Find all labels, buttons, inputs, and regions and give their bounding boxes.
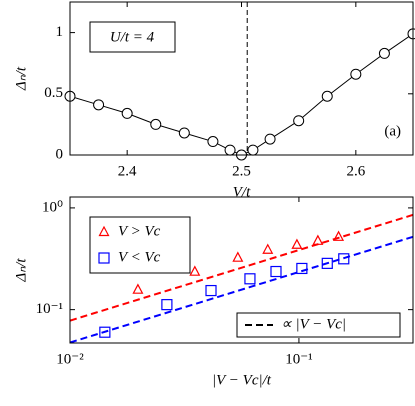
legend-label: ∝ |V − Vc| xyxy=(281,316,346,332)
annotation-box xyxy=(89,21,176,53)
panel-label: (a) xyxy=(384,123,401,139)
point xyxy=(232,251,244,262)
point xyxy=(150,118,162,130)
y-tick-label: 10⁰ xyxy=(42,199,63,215)
point xyxy=(296,262,308,275)
legend-box xyxy=(236,312,401,338)
plot-frame xyxy=(69,1,414,156)
fit-line xyxy=(70,235,413,343)
point xyxy=(321,90,333,102)
point xyxy=(207,136,219,148)
point xyxy=(224,144,236,156)
legend-label: V > Vc xyxy=(118,223,161,239)
point xyxy=(132,283,144,294)
legend-marker xyxy=(98,252,110,264)
y-axis-label: Δₙ/t xyxy=(13,66,29,91)
x-tick-label: 10⁻² xyxy=(56,351,84,367)
point xyxy=(293,115,305,127)
point xyxy=(312,234,324,245)
x-axis-label: |V − Vc|/t xyxy=(212,372,272,388)
point xyxy=(407,28,415,40)
point xyxy=(378,47,390,59)
annotation: U/t = 4 xyxy=(110,29,155,45)
y-tick-label: 1 xyxy=(56,24,64,40)
point xyxy=(161,299,173,311)
point xyxy=(262,243,274,254)
point xyxy=(244,273,256,285)
y-axis-label: Δₙ/t xyxy=(13,258,29,283)
series-line xyxy=(70,33,413,155)
point xyxy=(205,284,217,297)
x-tick-label: 2.5 xyxy=(232,163,251,179)
y-tick-label: 0.5 xyxy=(44,85,63,101)
point xyxy=(247,144,259,156)
point xyxy=(350,68,362,80)
x-axis-label: V/t xyxy=(233,184,251,200)
x-tick-label: 2.4 xyxy=(118,163,137,179)
fit-line xyxy=(70,213,413,322)
y-tick-label: 10⁻¹ xyxy=(36,301,63,317)
legend-marker xyxy=(98,225,110,237)
point xyxy=(264,133,276,145)
y-tick-label: 0 xyxy=(56,146,64,162)
x-tick-label: 2.6 xyxy=(346,163,365,179)
point xyxy=(93,99,105,111)
plot-frame xyxy=(69,196,414,344)
point xyxy=(291,238,303,249)
point xyxy=(178,127,190,139)
point xyxy=(189,265,201,276)
legend-label: V < Vc xyxy=(118,249,161,265)
x-tick-label: 10⁻¹ xyxy=(285,351,312,367)
point xyxy=(270,265,282,278)
point xyxy=(121,107,133,119)
legend-box xyxy=(89,216,191,274)
